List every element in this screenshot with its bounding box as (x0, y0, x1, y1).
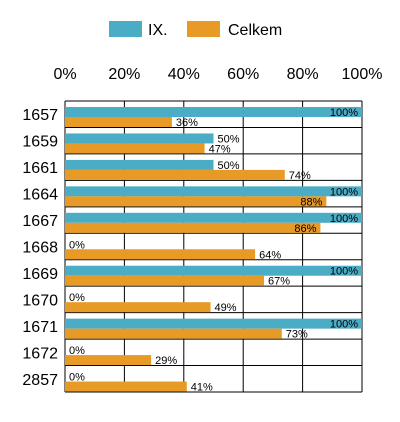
x-tick-label: 100% (342, 66, 383, 83)
data-label: 73% (286, 329, 308, 341)
legend: IX. Celkem (109, 21, 282, 39)
y-category-label: 1668 (22, 240, 58, 257)
data-label: 100% (330, 186, 358, 198)
legend-swatch (187, 21, 220, 37)
x-tick-label: 0% (53, 66, 76, 83)
x-tick-label: 60% (227, 66, 259, 83)
bar-ix (65, 159, 214, 170)
bar-celkem (65, 196, 327, 207)
data-label: 86% (294, 223, 316, 235)
y-category-label: 1659 (22, 134, 58, 151)
bar-celkem (65, 355, 152, 366)
legend-swatch (109, 21, 142, 37)
x-tick-label: 40% (168, 66, 200, 83)
y-category-label: 1671 (22, 319, 58, 336)
data-label: 100% (330, 319, 358, 331)
legend-label: IX. (148, 22, 168, 39)
data-label: 67% (268, 276, 290, 288)
data-label: 47% (209, 143, 231, 155)
gridlines (64, 100, 363, 393)
y-category-label: 1657 (22, 107, 58, 124)
y-category-label: 1672 (22, 345, 58, 362)
data-label: 41% (191, 382, 213, 394)
bar-ix (65, 212, 362, 223)
x-tick-label: 80% (287, 66, 319, 83)
bar-celkem (65, 117, 172, 127)
data-label: 29% (155, 355, 177, 367)
data-label: 0% (69, 345, 85, 357)
y-category-label: 1661 (22, 160, 58, 177)
bar-celkem (65, 381, 187, 392)
data-label: 100% (330, 266, 358, 278)
data-label: 88% (300, 196, 322, 208)
legend-label: Celkem (228, 22, 282, 39)
bars (65, 107, 362, 392)
data-label: 50% (218, 160, 240, 172)
data-label: 0% (69, 292, 85, 304)
y-category-label: 1669 (22, 266, 58, 283)
bar-ix (65, 186, 362, 197)
bar-celkem (65, 169, 285, 180)
bar-ix (65, 133, 214, 144)
bar-celkem (65, 328, 282, 339)
bar-ix (65, 107, 362, 117)
bar-celkem (65, 143, 205, 154)
data-label: 0% (69, 239, 85, 251)
bar-celkem (65, 249, 256, 260)
x-tick-label: 20% (108, 66, 140, 83)
bar-celkem (65, 302, 211, 313)
bar-ix (65, 265, 362, 276)
data-label: 100% (330, 107, 358, 119)
data-label: 100% (330, 213, 358, 225)
y-category-label: 1667 (22, 213, 58, 230)
data-label: 36% (176, 117, 198, 129)
bar-celkem (65, 275, 264, 286)
data-label: 50% (218, 133, 240, 145)
y-axis-labels: 1657 1659 1661 1664 1667 1668 1669 1670 1671 1672… (22, 107, 58, 389)
data-label: 49% (215, 302, 237, 314)
data-label: 64% (259, 249, 281, 261)
data-labels: 100%36%50%47%50%74%100%88%100%86%0%64%10… (69, 107, 358, 394)
bar-ix (65, 318, 362, 329)
y-category-label: 1664 (22, 187, 58, 204)
y-category-label: 2857 (22, 372, 58, 389)
y-category-label: 1670 (22, 292, 58, 309)
bar-celkem (65, 222, 321, 233)
data-label: 74% (289, 170, 311, 182)
x-axis-ticks: 0% 20% 40% 60% 80% 100% (53, 66, 382, 83)
data-label: 0% (69, 372, 85, 384)
